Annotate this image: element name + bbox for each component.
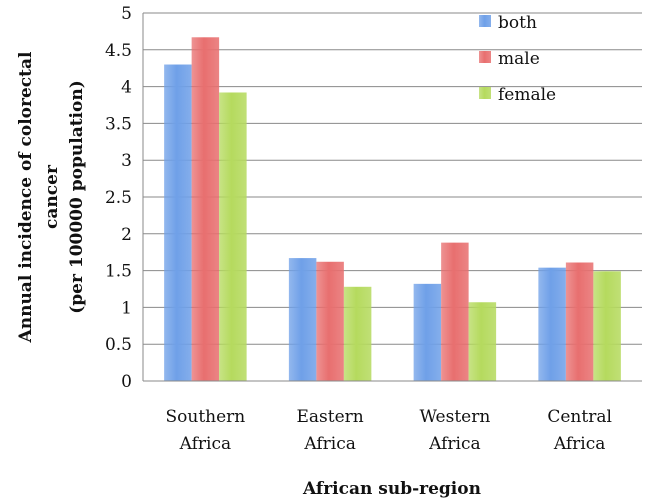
y-tick-label: 0.5: [105, 335, 132, 355]
bar-male-3: [565, 262, 594, 381]
bar-male-0: [191, 37, 220, 382]
x-axis-title: African sub-region: [302, 479, 481, 499]
bar-male-1: [316, 261, 344, 381]
x-category-label: Central: [547, 407, 612, 427]
bar-female-0: [219, 92, 247, 381]
bar-female-2: [468, 302, 497, 381]
y-axis-title: cancer: [42, 164, 62, 229]
legend-label-both: both: [498, 13, 537, 33]
bar-both-0: [164, 64, 192, 382]
y-tick-label: 1: [121, 298, 132, 318]
legend-swatch-female: [479, 87, 491, 99]
y-tick-label: 4.5: [105, 41, 132, 61]
bar-both-1: [288, 258, 317, 381]
bar-female-3: [593, 271, 621, 381]
x-category-label: Africa: [179, 434, 232, 454]
y-tick-label: 5: [121, 4, 132, 24]
bar-male-2: [441, 242, 469, 381]
x-category-label: Africa: [303, 434, 356, 454]
legend-label-male: male: [498, 49, 540, 69]
bar-both-3: [538, 267, 566, 381]
x-category-label: Western: [419, 407, 490, 427]
x-category-label: Africa: [553, 434, 606, 454]
x-category-label: Africa: [428, 434, 481, 454]
y-tick-label: 3: [121, 151, 132, 171]
y-tick-label: 2: [121, 225, 132, 245]
bars: [164, 37, 621, 382]
y-tick-label: 3.5: [105, 114, 132, 134]
x-category-label: Eastern: [297, 407, 364, 427]
y-tick-label: 4: [121, 78, 132, 98]
y-axis-title: (per 100000 population): [67, 80, 87, 314]
legend: both male female: [479, 13, 556, 105]
legend-swatch-male: [479, 51, 491, 63]
y-tick-label: 1.5: [105, 262, 132, 282]
legend-swatch-both: [479, 15, 491, 27]
bar-female-1: [343, 286, 372, 381]
axes: 0 0.5 1 1.5 2 2.5 3 3.5 4 4.5 5 Southern Africa Easte…: [16, 4, 642, 499]
x-category-label: Southern: [166, 407, 246, 427]
y-tick-label: 0: [121, 372, 132, 392]
y-tick-label: 2.5: [105, 188, 132, 208]
y-axis-title: Annual incidence of colorectal: [16, 51, 36, 343]
legend-label-female: female: [498, 85, 556, 105]
bar-both-2: [413, 283, 442, 381]
